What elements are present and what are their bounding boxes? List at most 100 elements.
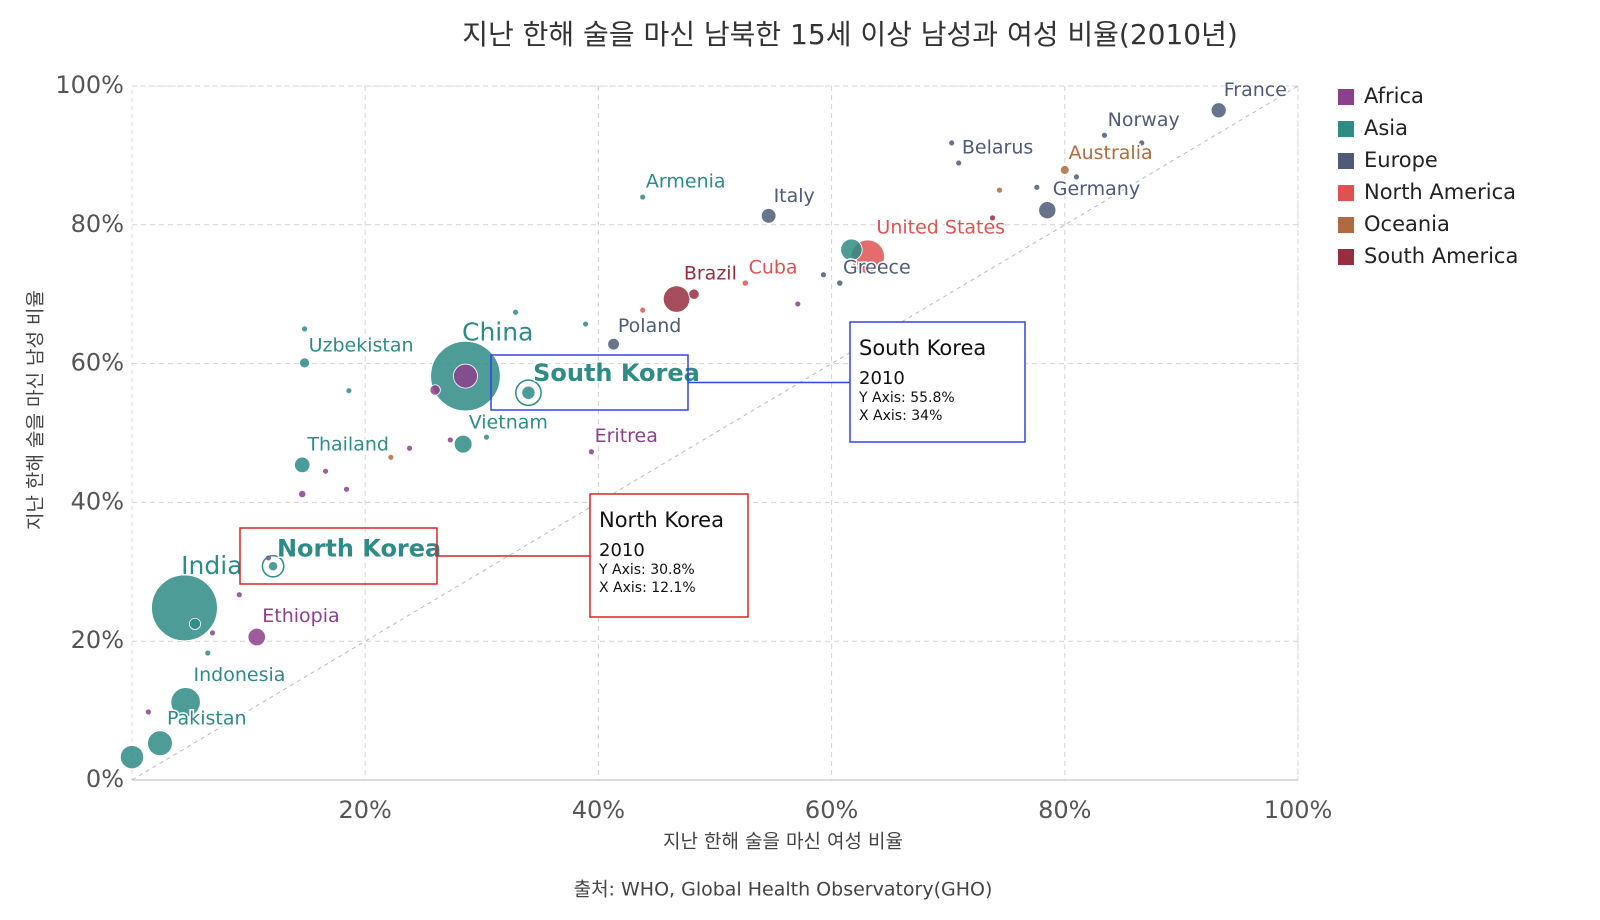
tooltip-x: X Axis: 34% <box>859 408 942 424</box>
point-label: Uzbekistan <box>309 334 414 356</box>
bubble <box>588 448 595 456</box>
tooltip-box <box>849 321 1026 443</box>
bubble <box>483 433 490 441</box>
point-label: Poland <box>618 315 681 337</box>
bubble <box>170 687 201 718</box>
tooltip-title: North Korea <box>599 508 724 532</box>
y-tick-label: 20% <box>71 626 124 654</box>
bubble <box>521 385 536 400</box>
x-tick-label: 40% <box>572 796 625 824</box>
bubble <box>1101 131 1108 139</box>
bubble <box>639 193 647 201</box>
point-label: Thailand <box>306 434 389 456</box>
x-tick-label: 80% <box>1038 796 1091 824</box>
bubble <box>836 279 844 287</box>
legend-label: Europe <box>1364 148 1438 172</box>
bubble <box>209 629 216 637</box>
y-tick-label: 80% <box>71 210 124 238</box>
bubble <box>446 436 454 444</box>
bubble <box>343 485 350 493</box>
point-label: Brazil <box>684 262 737 284</box>
highlight-ring <box>261 554 285 578</box>
reference-line <box>131 85 1299 781</box>
x-tick-label: 60% <box>805 796 858 824</box>
point-label: Pakistan <box>167 707 247 729</box>
tooltip-title: South Korea <box>859 336 986 360</box>
chart: 지난 한해 술을 마신 남북한 15세 이상 남성과 여성 비율(2010년) … <box>25 18 1519 901</box>
point-label: Belarus <box>962 137 1033 159</box>
bubble <box>301 325 308 333</box>
bubble <box>345 387 353 395</box>
point-label: Ethiopia <box>262 605 339 627</box>
point-label: Norway <box>1108 109 1180 131</box>
bubble <box>1038 201 1057 220</box>
point-label: China <box>462 317 533 346</box>
bubble <box>299 357 310 369</box>
point-label: Vietnam <box>469 412 548 434</box>
y-axis-label: 지난 한해 술을 마신 남성 비율 <box>25 290 47 530</box>
bubble <box>322 467 329 475</box>
bubble <box>1138 139 1146 147</box>
bubble <box>1059 165 1070 175</box>
bubble <box>387 453 395 461</box>
bubble <box>820 271 827 279</box>
point-label: South Korea <box>533 359 700 387</box>
bubble <box>247 627 266 647</box>
bubble <box>119 745 145 770</box>
bubble <box>268 561 279 572</box>
point-label: Cuba <box>749 256 798 278</box>
bubble <box>298 489 307 499</box>
bubble <box>688 288 700 300</box>
legend-swatch <box>1338 153 1354 169</box>
bubble <box>760 208 777 224</box>
bubble <box>453 363 478 389</box>
bubble <box>453 434 473 454</box>
point-label: Eritrea <box>595 425 658 447</box>
bubble <box>607 337 620 351</box>
bubble <box>204 649 212 657</box>
point-label: Indonesia <box>194 664 286 686</box>
y-tick-label: 40% <box>71 487 124 515</box>
bubble <box>151 574 218 642</box>
y-tick-label: 100% <box>55 71 124 99</box>
x-tick-label: 20% <box>339 796 392 824</box>
highlight-ring <box>515 379 542 407</box>
bubble <box>147 730 173 757</box>
point-label: Armenia <box>646 171 726 193</box>
bubble <box>741 279 749 287</box>
bubble <box>639 306 647 314</box>
bubble <box>406 444 413 452</box>
tooltip-x: X Axis: 12.1% <box>599 580 696 596</box>
point-label: Italy <box>774 185 815 207</box>
bubble <box>582 320 589 328</box>
bubble <box>794 300 802 308</box>
tooltip-year: 2010 <box>859 368 905 389</box>
point-label: Australia <box>1069 142 1153 164</box>
bubble <box>429 384 441 396</box>
source: 출처: WHO, Global Health Observatory(GHO) <box>574 879 993 901</box>
bubble <box>1033 183 1041 191</box>
y-tick-label: 60% <box>71 349 124 377</box>
bubble <box>188 617 201 630</box>
bubble <box>948 139 956 147</box>
legend-swatch <box>1338 217 1354 233</box>
x-axis-label: 지난 한해 술을 마신 여성 비율 <box>663 831 903 853</box>
legend-swatch <box>1338 89 1354 105</box>
point-label: Germany <box>1053 178 1140 200</box>
legend-label: Africa <box>1364 84 1424 108</box>
bubble <box>294 456 311 474</box>
bubble <box>1073 173 1080 181</box>
point-label: France <box>1224 79 1287 101</box>
point-label: United States <box>876 216 1005 238</box>
bubble <box>144 708 152 716</box>
bubble <box>662 285 691 313</box>
x-tick-label: 100% <box>1264 796 1333 824</box>
point-label: Greece <box>843 256 911 278</box>
tooltip-y: Y Axis: 55.8% <box>858 390 955 406</box>
point-label: India <box>181 551 242 580</box>
bubble <box>1210 102 1227 119</box>
legend-label: Oceania <box>1364 212 1450 236</box>
legend-swatch <box>1338 185 1354 201</box>
bubble <box>996 186 1003 194</box>
legend-swatch <box>1338 249 1354 265</box>
